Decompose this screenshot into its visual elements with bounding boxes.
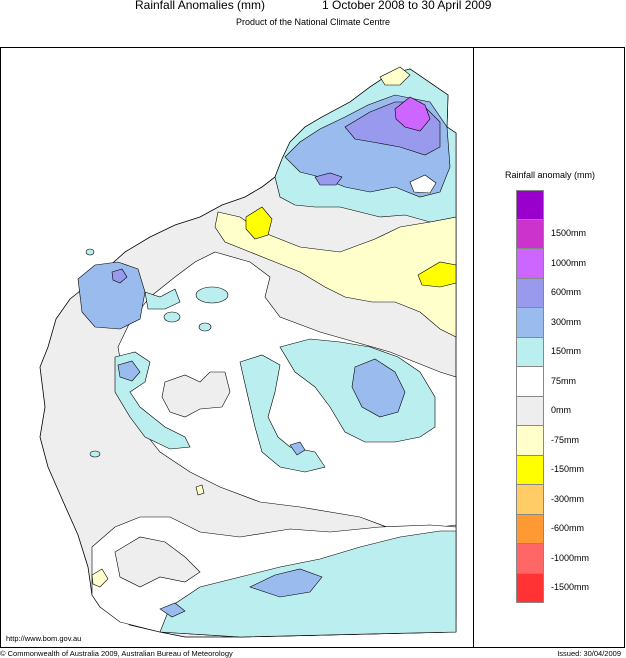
region-600-kimberley xyxy=(394,96,431,132)
legend-label: -1000mm xyxy=(551,552,590,563)
legend-label: 0mm xyxy=(551,405,571,416)
island-contour xyxy=(198,322,212,332)
region-150-central-a xyxy=(117,360,141,382)
legend-swatch xyxy=(516,485,544,515)
legend-label: -150mm xyxy=(551,464,585,475)
legend-label: 600mm xyxy=(551,287,582,298)
region-neg75-kimberley-tip xyxy=(379,66,411,86)
legend-label: 300mm xyxy=(551,316,582,327)
footer-copyright: © Commonwealth of Australia 2009, Austra… xyxy=(0,649,233,658)
legend-swatch xyxy=(516,396,544,426)
region-neg150-north xyxy=(245,206,273,240)
legend-swatch xyxy=(516,308,544,338)
footer-url[interactable]: http://www.bom.gov.au xyxy=(6,634,82,643)
title-row: Rainfall Anomalies (mm) 1 October 2008 t… xyxy=(0,0,626,14)
footer-issued-date: Issued: 30/04/2009 xyxy=(557,649,621,658)
region-300-pilbara xyxy=(111,268,128,284)
legend-swatch xyxy=(516,455,544,485)
legend-label: -600mm xyxy=(551,523,585,534)
region-75-pilbara-rim xyxy=(144,288,181,310)
map-title: Rainfall Anomalies (mm) xyxy=(135,0,266,12)
region-0-central-hole xyxy=(161,371,231,418)
region-neg75-southwest xyxy=(91,568,109,588)
legend-divider xyxy=(473,47,474,648)
legend-title: Rainfall anomaly (mm) xyxy=(504,170,596,180)
legend-swatch xyxy=(516,190,544,220)
legend-swatch xyxy=(516,249,544,279)
region-150-small-c xyxy=(289,441,306,456)
region-neg150-east xyxy=(417,261,457,288)
region-150-pilbara xyxy=(77,261,146,330)
legend-label: 75mm xyxy=(551,375,577,386)
legend-label: 1500mm xyxy=(551,228,587,239)
island-contour xyxy=(85,248,95,256)
region-0-southwest xyxy=(114,536,201,588)
island-contour xyxy=(89,450,101,458)
region-300-small xyxy=(314,172,343,186)
map-subtitle: Product of the National Climate Centre xyxy=(235,17,391,27)
legend-swatch xyxy=(516,573,544,603)
legend-swatch xyxy=(516,514,544,544)
rainfall-anomaly-map xyxy=(39,66,457,638)
region-neg75-small xyxy=(195,484,205,496)
region-150-central-c xyxy=(351,358,406,418)
legend-swatch xyxy=(516,278,544,308)
region-0-75-central xyxy=(117,251,457,533)
legend-label: 1000mm xyxy=(551,257,587,268)
legend-swatch xyxy=(516,219,544,249)
legend-swatch xyxy=(516,426,544,456)
region-150-south xyxy=(249,568,323,598)
island-contour xyxy=(163,311,181,323)
legend-label: 150mm xyxy=(551,346,582,357)
legend-label: -75mm xyxy=(551,434,580,445)
legend-label: -300mm xyxy=(551,493,585,504)
region-0-kimberley-hole xyxy=(409,174,437,194)
legend-color-bar xyxy=(516,190,544,603)
map-period: 1 October 2008 to 30 April 2009 xyxy=(322,0,492,12)
island-contour xyxy=(195,286,229,304)
legend-swatch xyxy=(516,367,544,397)
map-frame xyxy=(0,47,625,648)
legend-label: -1500mm xyxy=(551,582,590,593)
legend-swatch xyxy=(516,544,544,574)
region-75-central-b xyxy=(239,354,326,473)
legend-swatch xyxy=(516,337,544,367)
region-150-south-west xyxy=(159,602,186,618)
region-neg75-north xyxy=(214,211,457,338)
